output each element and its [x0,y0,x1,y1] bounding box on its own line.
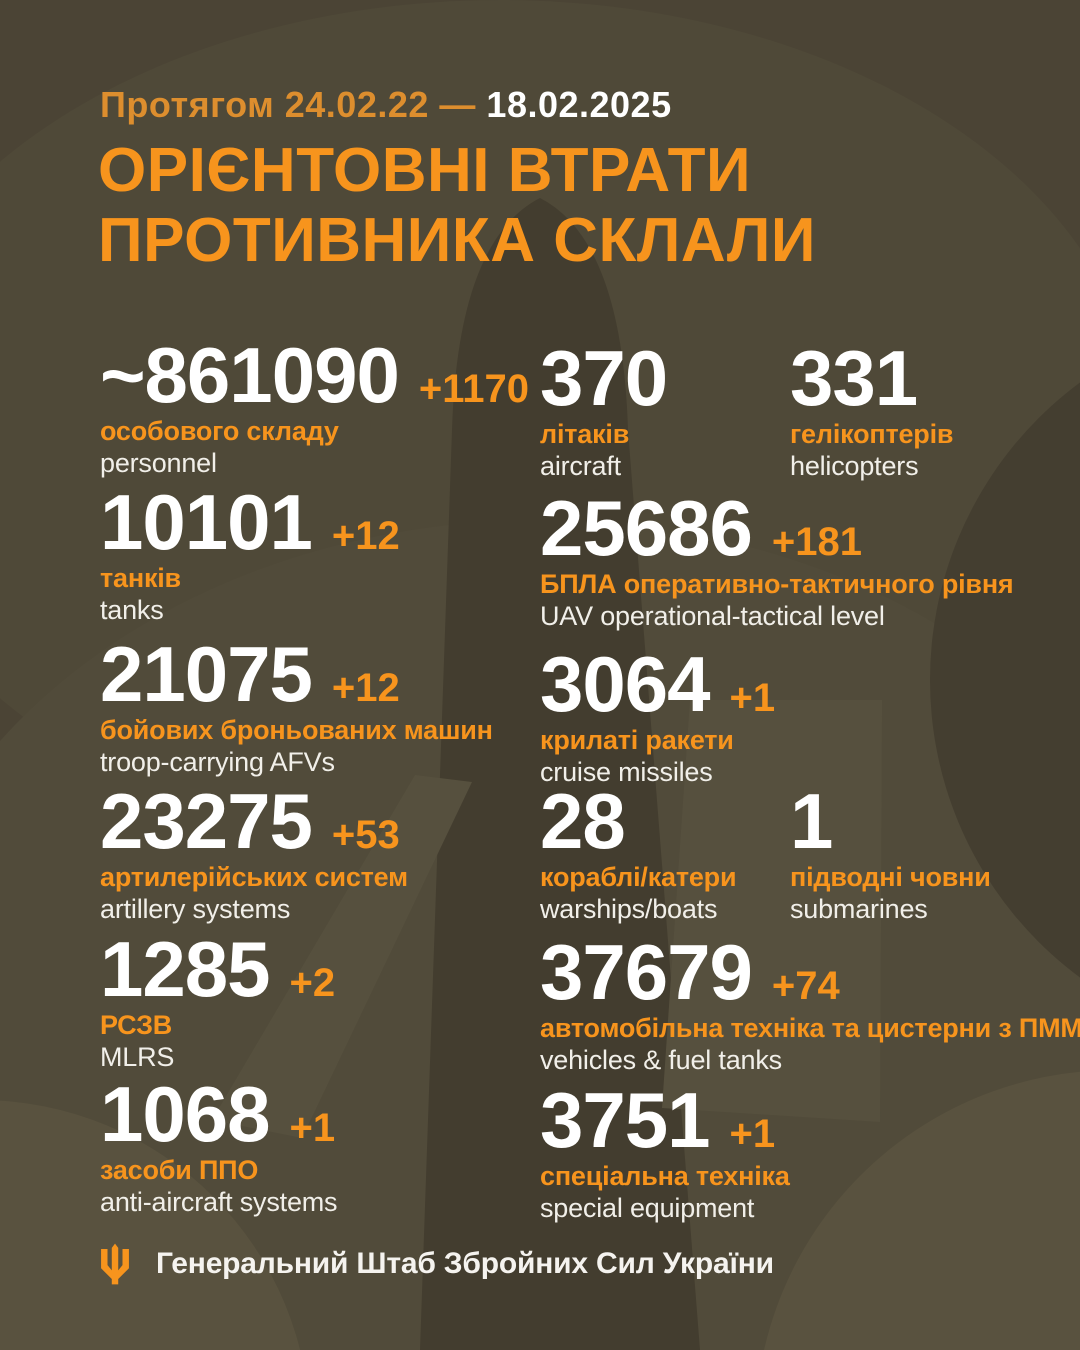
title-line-2: ПРОТИВНИКА СКЛАЛИ [98,206,816,275]
stat-label-ua: РСЗВ [100,1010,173,1040]
stat-label-ua: танків [100,563,181,593]
stat-label-ua: спеціальна техніка [540,1161,790,1191]
stat-label-en: submarines [790,894,928,924]
stat-value: 370 [540,334,668,422]
stat-vehicles: 37679 +74 автомобільна техніка та цистерн… [540,928,1080,1075]
source-org-label: Генеральний Штаб Збройних Сил України [156,1247,774,1280]
stat-value: 21075 [100,630,313,718]
stat-label-en: artillery systems [100,894,291,924]
tryzub-trident-icon [101,1243,129,1285]
footer: Генеральний Штаб Збройних Сил України [100,1243,774,1285]
stat-label-en: UAV operational-tactical level [540,601,885,631]
stat-uav: 25686 +181 БПЛА оперативно-тактичного рів… [540,484,1014,631]
stat-label-ua: підводні човни [790,862,991,892]
stat-value: 3064 [540,640,711,728]
stat-delta: +12 [331,514,400,558]
stat-value: 1068 [100,1070,271,1158]
stat-label-en: troop-carrying AFVs [100,747,335,777]
stat-delta: +2 [289,961,336,1005]
stat-delta: +12 [331,666,400,710]
stat-submarines: 1 підводні човни submarines [790,777,991,924]
stat-label-ua: засоби ППО [100,1155,259,1185]
stat-label-ua: особового складу [100,416,339,446]
stat-warships: 28 кораблі/катери warships/boats [540,777,737,924]
stat-label-en: anti-aircraft systems [100,1187,338,1217]
stat-cruise-missiles: 3064 +1 крилаті ракети cruise missiles [540,640,776,787]
stat-artillery: 23275 +53 артилерійських систем artillery… [100,777,408,924]
stat-value: 23275 [100,777,313,865]
stat-value: 3751 [540,1076,711,1164]
stat-anti-aircraft: 1068 +1 засоби ППО anti-aircraft systems [100,1070,338,1217]
stat-label-en: vehicles & fuel tanks [540,1045,782,1075]
stat-mlrs: 1285 +2 РСЗВ MLRS [100,925,336,1072]
stat-value: 331 [790,334,918,422]
stat-label-ua: БПЛА оперативно-тактичного рівня [540,569,1014,599]
stat-value: 37679 [540,928,753,1016]
stat-aircraft: 370 літаків aircraft [540,334,687,481]
stat-label-ua: артилерійських систем [100,862,408,892]
stat-value: 10101 [100,478,313,566]
stat-label-ua: крилаті ракети [540,725,734,755]
stat-special-equipment: 3751 +1 спеціальна техніка special equipm… [540,1076,790,1223]
stat-value: 25686 [540,484,753,572]
stat-label-ua: автомобільна техніка та цистерни з ПММ [540,1013,1080,1043]
stat-label-ua: літаків [540,419,630,449]
stat-personnel: ~861090 +1170 особового складу personnel [100,331,529,478]
stat-afv: 21075 +12 бойових броньованих машин troop… [100,630,493,777]
stat-label-en: tanks [100,595,164,625]
stat-value: 28 [540,777,626,865]
stat-label-ua: кораблі/катери [540,862,737,892]
period-end-date: 18.02.2025 [486,84,672,125]
stat-label-en: helicopters [790,451,919,481]
stat-delta: +1 [729,1112,776,1156]
stat-label-en: aircraft [540,451,621,481]
stat-label-en: personnel [100,448,217,478]
stat-delta: +74 [771,964,840,1008]
stat-delta: +53 [331,813,400,857]
stat-delta: +1170 [418,367,529,411]
stat-label-ua: гелікоптерів [790,419,954,449]
stat-label-en: cruise missiles [540,757,713,787]
stat-delta: +181 [771,520,863,564]
period-start-text: Протягом 24.02.22 — [100,84,476,125]
title-line-1: ОРІЄНТОВНІ ВТРАТИ [98,136,752,205]
stat-value: 1 [790,777,833,865]
stat-label-en: warships/boats [540,894,718,924]
stat-tanks: 10101 +12 танків tanks [100,478,400,625]
report-period: Протягом 24.02.22 — 18.02.2025 [100,84,672,126]
stat-delta: +1 [289,1106,336,1150]
stat-label-en: special equipment [540,1193,755,1223]
stat-helicopters: 331 гелікоптерів helicopters [790,334,954,481]
stat-label-en: MLRS [100,1042,175,1072]
stat-value: 1285 [100,925,271,1013]
stat-label-ua: бойових броньованих машин [100,715,493,745]
stat-delta: +1 [729,676,776,720]
page-title: ОРІЄНТОВНІ ВТРАТИ ПРОТИВНИКА СКЛАЛИ [98,136,816,276]
stat-value: ~861090 [100,331,400,419]
